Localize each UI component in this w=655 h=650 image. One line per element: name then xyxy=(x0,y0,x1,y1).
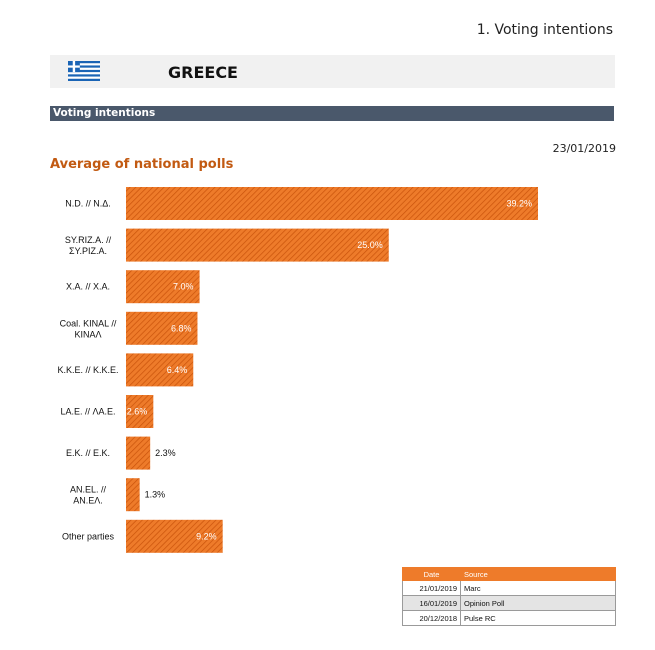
source-date: 20/12/2018 xyxy=(402,610,461,626)
greece-flag-icon xyxy=(68,61,100,81)
source-date: 16/01/2019 xyxy=(402,595,461,611)
value-label: 25.0% xyxy=(357,240,383,250)
report-date: 23/01/2019 xyxy=(552,142,616,155)
value-label: 6.4% xyxy=(167,365,188,375)
bar-6 xyxy=(126,436,151,470)
value-label: 39.2% xyxy=(506,199,532,209)
bar-1 xyxy=(126,228,389,262)
sources-header-date: Date xyxy=(402,567,461,581)
chart-title: Average of national polls xyxy=(50,157,234,172)
source-name: Pulse RC xyxy=(460,610,616,626)
value-label: 7.0% xyxy=(173,282,194,292)
page-heading: 1. Voting intentions xyxy=(476,22,613,38)
country-header: GREECE xyxy=(50,55,615,88)
value-label: 6.8% xyxy=(171,323,192,333)
bar-3 xyxy=(126,311,198,345)
category-label: E.K. // Ε.Κ. xyxy=(66,448,110,458)
bar-5 xyxy=(126,395,154,428)
category-label: X.A. // Χ.Α. xyxy=(66,282,110,292)
source-date: 21/01/2019 xyxy=(402,580,461,596)
value-label: 2.3% xyxy=(155,448,176,458)
table-row: 20/12/2018 Pulse RC xyxy=(402,610,616,626)
bar-7 xyxy=(126,478,140,512)
category-label: Other parties xyxy=(62,531,115,541)
bar-2 xyxy=(126,270,200,304)
source-name: Marc xyxy=(460,580,616,596)
table-row: 21/01/2019 Marc xyxy=(402,580,616,596)
value-label: 9.2% xyxy=(196,531,217,541)
category-label: SY.RIZ.A. //ΣΥ.ΡΙΖ.Α. xyxy=(65,235,112,256)
category-label: Coal. KINAL //ΚΙΝΑΛ xyxy=(60,318,117,339)
section-header: Voting intentions xyxy=(50,106,614,121)
table-row: 16/01/2019 Opinion Poll xyxy=(402,595,616,611)
category-label: K.K.E. // Κ.Κ.Ε. xyxy=(57,365,118,375)
bar-4 xyxy=(126,353,194,387)
bar-0 xyxy=(126,187,538,220)
section-title: Voting intentions xyxy=(53,107,156,119)
sources-header-source: Source xyxy=(460,567,616,581)
country-name: GREECE xyxy=(168,63,238,82)
category-label: AN.EL. //ΑΝ.ΕΛ. xyxy=(70,485,107,506)
category-label: LA.E. // ΛΑ.Ε. xyxy=(60,407,115,417)
value-label: 2.6% xyxy=(127,407,148,417)
value-label: 1.3% xyxy=(145,490,166,500)
source-name: Opinion Poll xyxy=(460,595,616,611)
bar-8 xyxy=(126,519,223,553)
category-label: N.D. // Ν.Δ. xyxy=(65,199,111,209)
sources-table: Date Source 21/01/2019 Marc 16/01/2019 O… xyxy=(402,567,616,626)
